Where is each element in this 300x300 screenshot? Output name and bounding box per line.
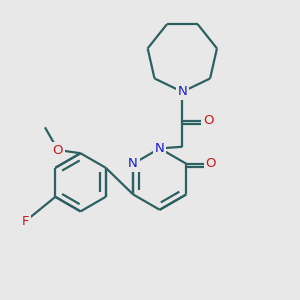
- Text: N: N: [128, 157, 138, 170]
- Text: N: N: [155, 142, 165, 155]
- Text: F: F: [22, 214, 29, 228]
- Text: N: N: [177, 85, 187, 98]
- Text: O: O: [205, 157, 216, 170]
- Text: O: O: [203, 114, 213, 128]
- Text: O: O: [53, 143, 63, 157]
